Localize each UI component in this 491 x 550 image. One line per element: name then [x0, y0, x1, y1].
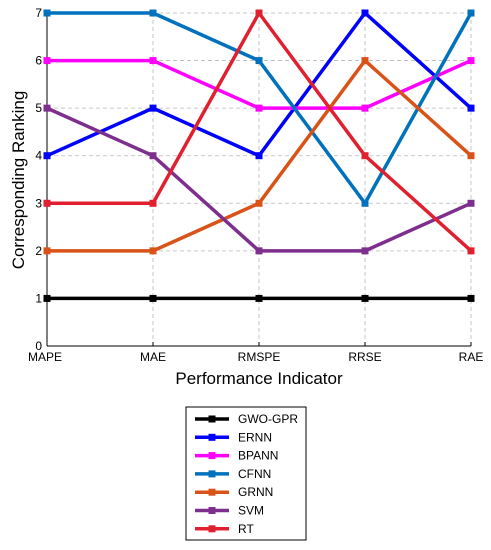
- data-point-grnn: [43, 247, 51, 255]
- data-point-bpann: [361, 104, 369, 112]
- data-point-cfnn: [361, 199, 369, 207]
- legend-label: ERNN: [238, 430, 272, 444]
- legend-item-ernn: ERNN: [195, 430, 272, 444]
- data-point-ernn: [255, 152, 263, 160]
- legend-swatch-marker: [208, 415, 216, 423]
- data-point-svm: [361, 247, 369, 255]
- legend-item-grnn: GRNN: [195, 485, 273, 499]
- data-point-cfnn: [149, 9, 157, 17]
- data-point-ernn: [149, 104, 157, 112]
- x-tick-labels: MAPE MAE RMSPE RRSE RAE: [28, 350, 483, 364]
- data-point-ernn: [361, 9, 369, 17]
- legend-label: RT: [238, 522, 254, 536]
- y-tick-label: 5: [35, 101, 42, 115]
- data-point-gwo-gpr: [255, 294, 263, 302]
- y-tick-label: 6: [35, 54, 42, 68]
- data-point-cfnn: [255, 57, 263, 65]
- x-tick-label: MAPE: [28, 350, 62, 364]
- data-point-gwo-gpr: [361, 294, 369, 302]
- legend-label: BPANN: [238, 449, 278, 463]
- series-grnn: [43, 57, 475, 255]
- y-tick-label: 3: [35, 196, 42, 210]
- data-point-svm: [149, 152, 157, 160]
- series-rt: [43, 9, 475, 255]
- legend-swatch-marker: [208, 488, 216, 496]
- series-ernn: [43, 9, 475, 160]
- x-tick-label: RMSPE: [238, 350, 281, 364]
- legend-swatch-marker: [208, 433, 216, 441]
- series-svm: [43, 104, 475, 255]
- data-point-bpann: [43, 57, 51, 65]
- legend-item-bpann: BPANN: [195, 449, 278, 463]
- x-tick-label: MAE: [140, 350, 166, 364]
- y-tick-label: 1: [35, 291, 42, 305]
- y-axis-label: Corresponding Ranking: [9, 91, 28, 270]
- legend-label: GWO-GPR: [238, 412, 298, 426]
- y-tick-labels: 0 1 2 3 4 5 6 7: [35, 6, 42, 353]
- y-tick-label: 0: [35, 339, 42, 353]
- legend-swatch-marker: [208, 452, 216, 460]
- y-tick-label: 4: [35, 149, 42, 163]
- series-lines: [43, 9, 475, 302]
- data-point-grnn: [361, 57, 369, 65]
- legend-item-svm: SVM: [195, 504, 264, 518]
- data-point-svm: [255, 247, 263, 255]
- data-point-rt: [255, 9, 263, 17]
- data-point-svm: [467, 199, 475, 207]
- legend-item-cfnn: CFNN: [195, 467, 271, 481]
- series-gwo-gpr: [43, 294, 475, 302]
- data-point-grnn: [255, 199, 263, 207]
- data-point-ernn: [43, 152, 51, 160]
- data-point-grnn: [467, 152, 475, 160]
- data-point-rt: [467, 247, 475, 255]
- data-point-gwo-gpr: [467, 294, 475, 302]
- y-tick-label: 7: [35, 6, 42, 20]
- legend-swatch-marker: [208, 507, 216, 514]
- data-point-rt: [43, 199, 51, 207]
- data-point-grnn: [149, 247, 157, 255]
- legend-item-gwo-gpr: GWO-GPR: [195, 412, 298, 426]
- data-point-gwo-gpr: [43, 294, 51, 302]
- data-point-cfnn: [467, 9, 475, 17]
- x-axis-label: Performance Indicator: [175, 369, 343, 388]
- data-point-bpann: [149, 57, 157, 65]
- legend-label: CFNN: [238, 467, 271, 481]
- data-point-rt: [361, 152, 369, 160]
- data-point-cfnn: [43, 9, 51, 17]
- data-point-bpann: [255, 104, 263, 112]
- data-point-bpann: [467, 57, 475, 65]
- x-tick-label: RRSE: [348, 350, 381, 364]
- data-point-rt: [149, 199, 157, 207]
- legend-swatch-marker: [208, 525, 216, 533]
- legend-swatch-marker: [208, 470, 216, 478]
- legend-item-rt: RT: [195, 522, 254, 536]
- y-tick-label: 2: [35, 244, 42, 258]
- chart-legend: GWO-GPR ERNN BPANN CFNN GRNN SVM RT: [185, 406, 307, 541]
- x-tick-label: RAE: [459, 350, 484, 364]
- data-point-ernn: [467, 104, 475, 112]
- data-point-svm: [43, 104, 51, 112]
- legend-label: SVM: [238, 504, 264, 518]
- series-cfnn: [43, 9, 475, 207]
- legend-label: GRNN: [238, 485, 273, 499]
- data-point-gwo-gpr: [149, 294, 157, 302]
